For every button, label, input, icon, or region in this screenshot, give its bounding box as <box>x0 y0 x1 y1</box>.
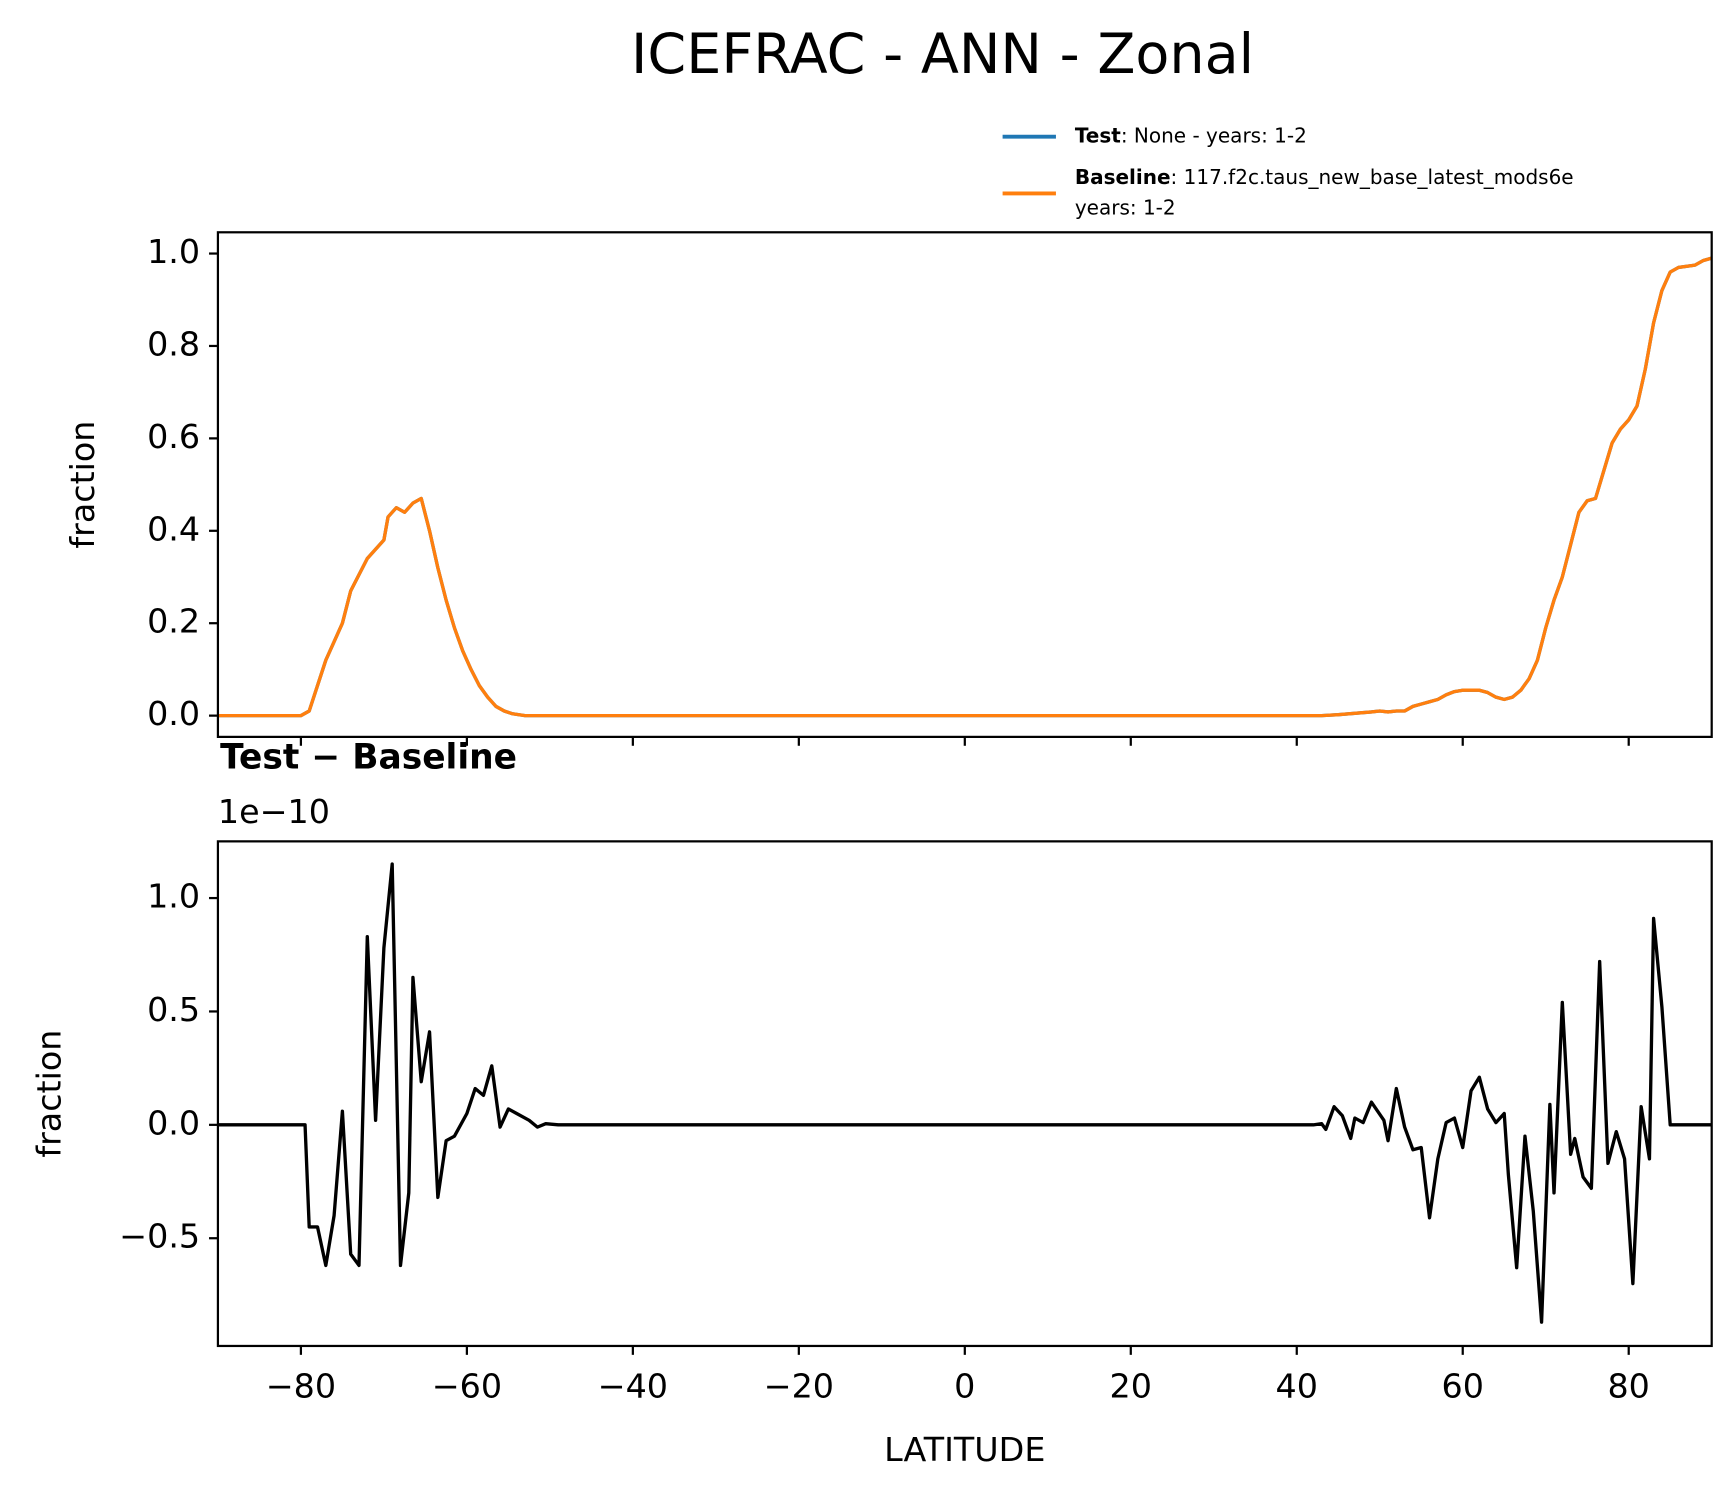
x-tick-label: 80 <box>1607 1367 1649 1406</box>
legend-detail: : None - years: 1-2 <box>1121 123 1307 147</box>
panel-title: Test − Baseline <box>220 738 517 778</box>
y-axis-label: fraction <box>63 421 102 549</box>
offset-label: 1e−10 <box>218 792 330 831</box>
y-tick-label: −0.5 <box>119 1217 200 1256</box>
y-tick-label: 0.6 <box>147 417 200 456</box>
legend-name: Test <box>1075 123 1121 147</box>
y-tick-label: 1.0 <box>147 877 200 916</box>
x-tick-label: 20 <box>1110 1367 1152 1406</box>
y-axis-label: fraction <box>30 1030 69 1158</box>
y-tick-label: 1.0 <box>147 232 200 271</box>
x-tick-label: −60 <box>432 1367 502 1406</box>
legend-label: Test: None - years: 1-2 <box>1075 123 1307 147</box>
legend-name: Baseline <box>1075 164 1171 188</box>
x-tick-label: 60 <box>1442 1367 1484 1406</box>
y-tick-label: 0.5 <box>147 990 200 1029</box>
y-tick-label: 0.0 <box>147 1103 200 1142</box>
x-tick-label: 0 <box>954 1367 975 1406</box>
x-tick-label: −80 <box>266 1367 336 1406</box>
legend-detail: : 117.f2c.taus_new_base_latest_mods6e <box>1171 164 1574 188</box>
x-axis-label: LATITUDE <box>884 1430 1045 1469</box>
x-tick-label: 40 <box>1276 1367 1318 1406</box>
y-tick-label: 0.0 <box>147 694 200 733</box>
legend-label: Baseline: 117.f2c.taus_new_base_latest_m… <box>1075 164 1574 188</box>
chart-title: ICEFRAC - ANN - Zonal <box>631 22 1254 87</box>
y-tick-label: 0.4 <box>147 509 200 548</box>
y-tick-label: 0.2 <box>147 602 200 641</box>
legend-detail: years: 1-2 <box>1075 195 1176 219</box>
x-tick-label: −40 <box>598 1367 668 1406</box>
y-tick-label: 0.8 <box>147 324 200 363</box>
series-line <box>217 862 1712 1324</box>
series-line <box>217 256 1713 718</box>
x-tick-label: −20 <box>764 1367 834 1406</box>
